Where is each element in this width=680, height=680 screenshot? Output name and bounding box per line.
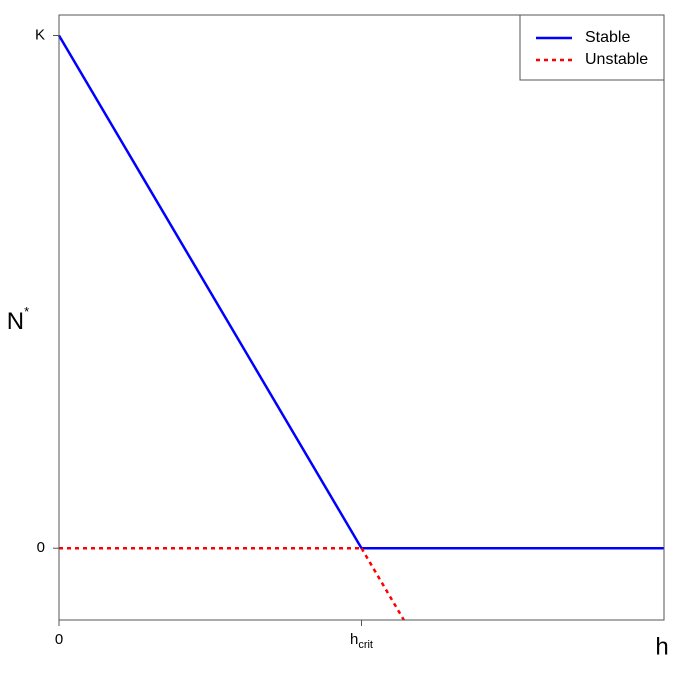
- x-tick-label-main-1: h: [350, 631, 358, 648]
- y-axis-title-superscript: *: [24, 304, 29, 319]
- x-tick-label-subscript-1: crit: [358, 639, 373, 651]
- legend-box: [519, 14, 665, 81]
- plot-frame: [58, 14, 665, 621]
- y-axis-title-main: N: [7, 308, 24, 335]
- series-unstable-segment-1: [360, 547, 405, 621]
- legend-label-stable: Stable: [585, 29, 630, 46]
- series-stable-segment-0: [57, 34, 363, 549]
- ticks-layer: 0 hcrit 0 K: [35, 26, 373, 651]
- y-tick-label-1: K: [35, 26, 45, 43]
- y-tick-label-0: 0: [37, 539, 45, 556]
- x-axis-title: h: [655, 633, 668, 660]
- series-layer: [57, 34, 664, 621]
- x-tick-label-0: 0: [55, 631, 63, 648]
- legend: Stable Unstable: [519, 14, 665, 81]
- y-axis-title: N*: [7, 304, 29, 335]
- legend-label-unstable: Unstable: [585, 51, 648, 68]
- x-tick-label-1: hcrit: [350, 631, 373, 651]
- x-tick-label-main-0: 0: [55, 631, 63, 648]
